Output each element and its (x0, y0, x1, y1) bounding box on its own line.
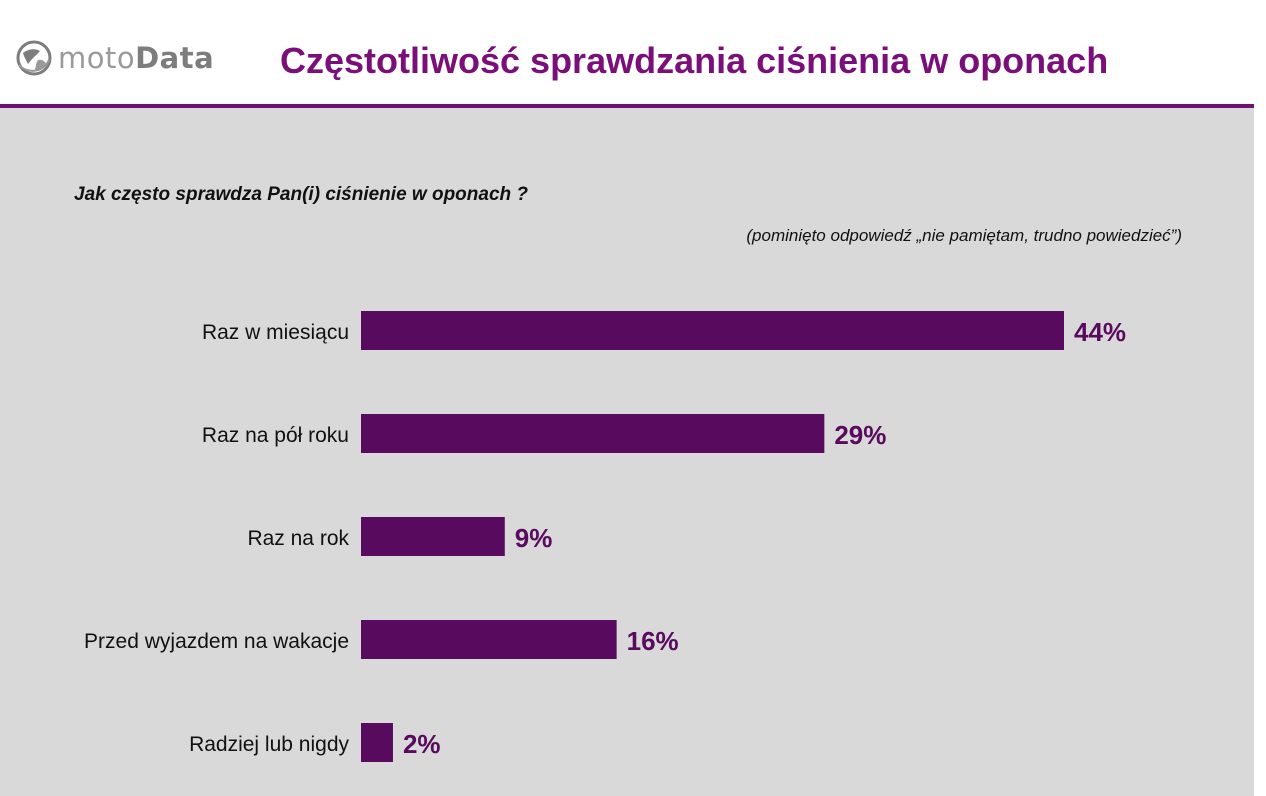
value-label: 9% (515, 523, 553, 553)
bar (361, 620, 617, 659)
header-divider (0, 104, 1254, 108)
header: motoData Częstotliwość sprawdzania ciśni… (0, 0, 1266, 108)
value-label: 16% (627, 626, 679, 656)
logo-text-part1: moto (58, 40, 136, 75)
logo-text-part2: Data (135, 40, 215, 75)
category-label: Raz na rok (247, 527, 349, 550)
category-label: Radziej lub nigdy (189, 733, 349, 756)
omitted-answer-note: (pominięto odpowiedź „nie pamiętam, trud… (746, 226, 1182, 245)
motodata-logo: motoData (16, 38, 214, 78)
value-label: 44% (1074, 317, 1126, 347)
category-label: Raz w miesiącu (202, 321, 349, 344)
page-title: Częstotliwość sprawdzania ciśnienia w op… (280, 40, 1109, 81)
bar (361, 414, 825, 453)
bar (361, 723, 393, 762)
bar (361, 311, 1064, 350)
category-label: Przed wyjazdem na wakacje (84, 630, 349, 653)
bar (361, 517, 505, 556)
value-label: 2% (403, 729, 441, 759)
category-label: Raz na pół roku (202, 424, 349, 447)
survey-question: Jak często sprawdza Pan(i) ciśnienie w o… (74, 184, 529, 205)
globe-logo-icon (16, 40, 52, 76)
logo-text: motoData (58, 40, 215, 75)
value-label: 29% (834, 420, 886, 450)
